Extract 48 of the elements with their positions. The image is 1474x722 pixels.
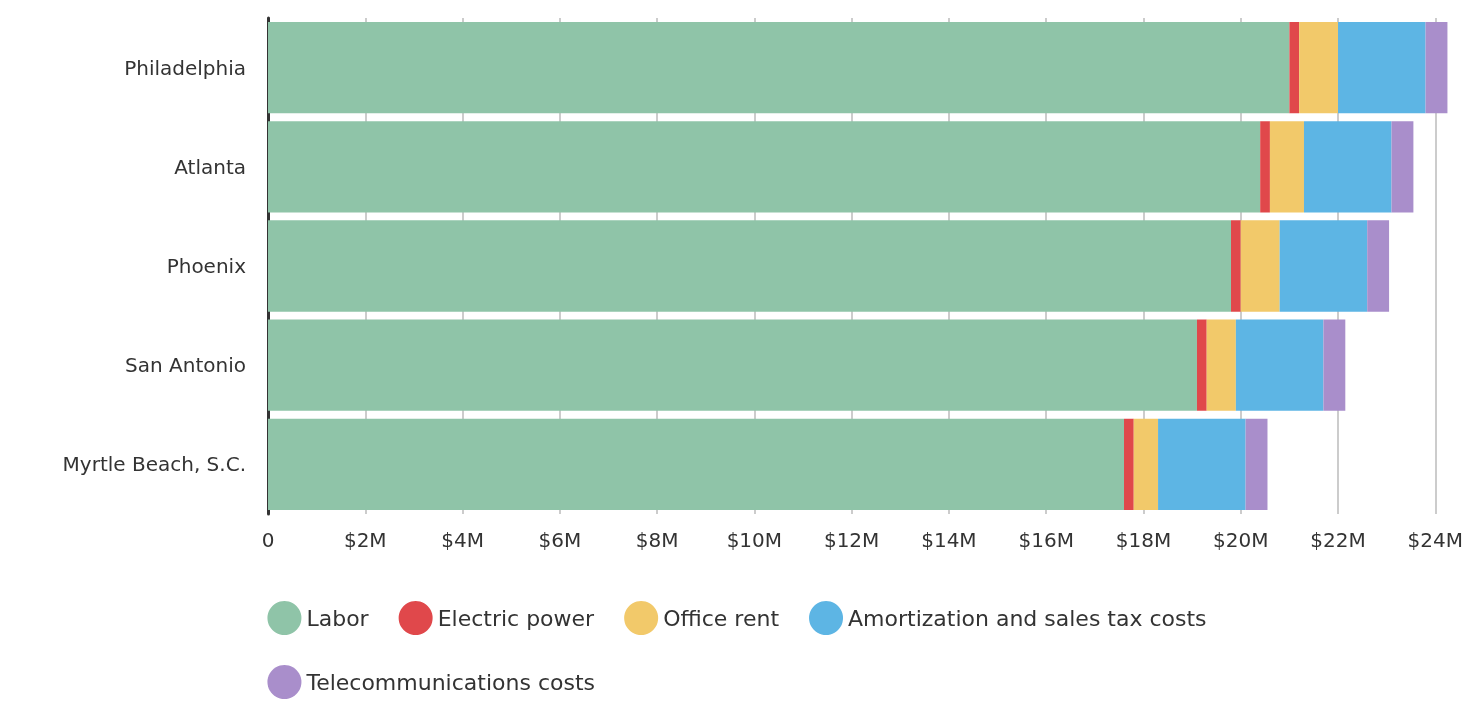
y-tick-label: Myrtle Beach, S.C. xyxy=(62,452,246,477)
bar xyxy=(1279,220,1368,312)
bar xyxy=(268,121,1261,213)
bar xyxy=(1323,319,1346,411)
y-tick-label: Philadelphia xyxy=(124,55,246,80)
x-tick-label: $8M xyxy=(635,528,679,552)
bar xyxy=(1245,418,1268,511)
bar xyxy=(1303,121,1392,213)
bar xyxy=(1133,418,1159,511)
legend-label: Labor xyxy=(306,605,370,631)
bar xyxy=(268,418,1125,511)
bar xyxy=(1425,21,1448,114)
bar xyxy=(268,220,1232,312)
bar xyxy=(1240,220,1280,312)
bar xyxy=(1196,319,1207,411)
bar xyxy=(1289,21,1300,114)
x-tick-label: $20M xyxy=(1213,528,1269,552)
x-tick-label: $10M xyxy=(726,528,783,552)
y-tick-label: Atlanta xyxy=(174,154,246,179)
bar xyxy=(1269,121,1304,213)
bar xyxy=(268,319,1197,411)
x-tick-label: $12M xyxy=(823,528,880,552)
legend-label: Telecommunications costs xyxy=(305,669,596,695)
x-tick-label: $16M xyxy=(1018,528,1074,552)
bar xyxy=(1367,220,1390,312)
bar xyxy=(1231,220,1241,312)
legend-label: Office rent xyxy=(663,605,780,631)
bar xyxy=(1206,319,1236,411)
y-tick-label: San Antonio xyxy=(125,353,246,378)
x-tick-label: 0 xyxy=(261,528,275,552)
bar xyxy=(1338,21,1426,114)
x-tick-label: $6M xyxy=(538,528,582,552)
bar xyxy=(268,21,1290,114)
y-tick-label: Phoenix xyxy=(166,254,247,278)
bar xyxy=(1260,121,1270,213)
bar xyxy=(1124,418,1134,511)
x-tick-label: $22M xyxy=(1310,528,1366,552)
bar xyxy=(1235,319,1324,411)
legend-label: Amortization and sales tax costs xyxy=(848,605,1207,631)
x-tick-label: $2M xyxy=(343,528,387,552)
legend-label: Electric power xyxy=(437,605,596,631)
x-tick-label: $14M xyxy=(921,528,977,552)
x-tick-label: $24M xyxy=(1407,528,1463,552)
bar xyxy=(1391,121,1414,213)
bar xyxy=(1299,21,1339,114)
x-tick-label: $18M xyxy=(1115,528,1172,552)
x-tick-label: $4M xyxy=(441,528,484,552)
bar xyxy=(1158,418,1246,511)
